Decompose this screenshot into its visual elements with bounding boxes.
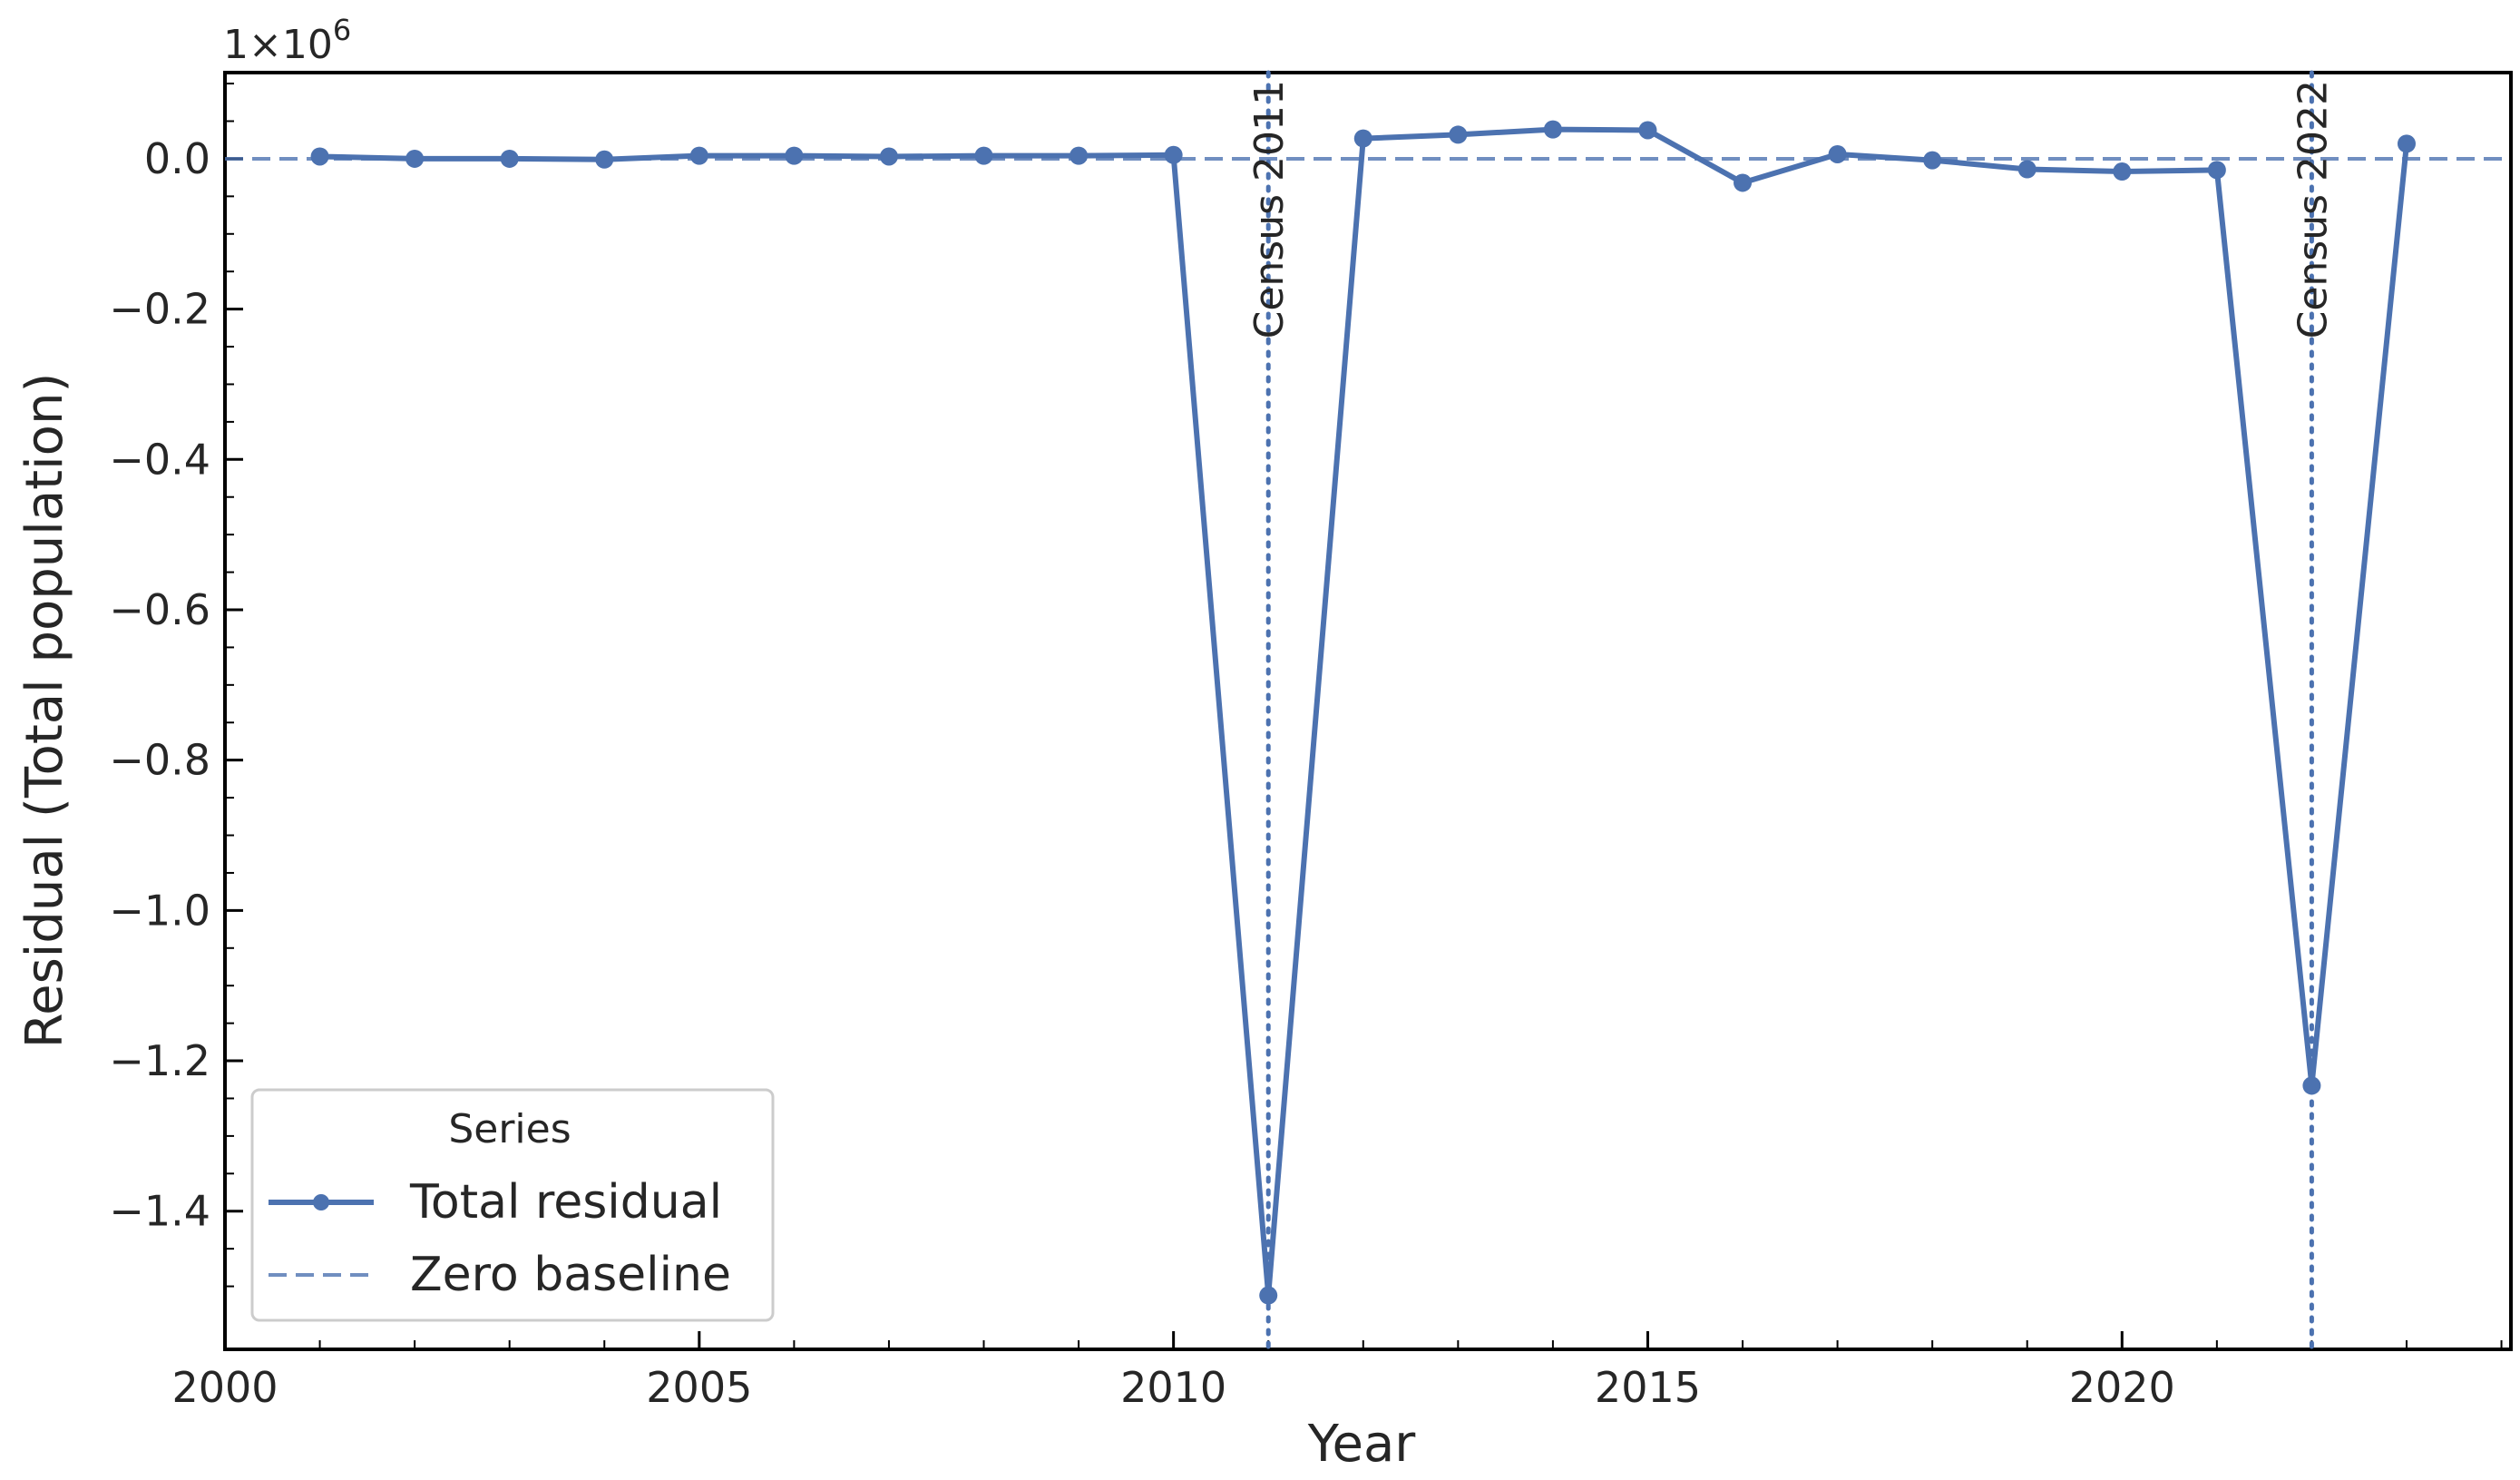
y-tick-label: −0.4 [109, 435, 210, 484]
y-tick-label: −1.0 [109, 886, 210, 935]
y-axis-label: Residual (Total population) [15, 373, 74, 1049]
total-residual-series [310, 120, 2416, 1305]
y-tick-label: 0.0 [144, 134, 210, 183]
x-axis-label: Year [1307, 1415, 1417, 1474]
data-point [785, 146, 804, 165]
y-offset-label: 1×106 [223, 13, 351, 68]
legend-box [250, 1088, 775, 1322]
legend-label-zero-baseline: Zero baseline [410, 1248, 731, 1302]
legend-marker-total-residual [313, 1194, 329, 1210]
data-point [1449, 125, 1468, 144]
y-tick-label: −1.2 [109, 1036, 210, 1085]
y-tick-label: −0.6 [109, 585, 210, 634]
data-point [1164, 145, 1183, 164]
data-point [2207, 161, 2226, 180]
legend-title: Series [448, 1106, 571, 1152]
data-point [1638, 121, 1657, 140]
data-point [595, 150, 614, 169]
x-tick-label: 2020 [2069, 1363, 2175, 1412]
x-tick-label: 2010 [1120, 1363, 1226, 1412]
data-point [2113, 162, 2132, 181]
data-point [974, 146, 993, 165]
data-point [1353, 129, 1372, 148]
legend: Series Total residual Zero baseline [250, 1088, 775, 1322]
axis-ticks: 2000 2005 2010 2015 2020 0.0 −0.2 −0.4 −0.6 −0.8 −… [109, 83, 2503, 1412]
census-marker-label: Census 2011 [1246, 80, 1293, 338]
y-tick-label: −0.2 [109, 285, 210, 334]
legend-label-total-residual: Total residual [409, 1175, 722, 1230]
census-annotations: Census 2011 Census 2022 [1246, 70, 2336, 1352]
x-tick-label: 2015 [1595, 1363, 1701, 1412]
data-point [1828, 144, 1847, 163]
x-tick-label: 2005 [646, 1363, 752, 1412]
data-point [1923, 151, 1942, 170]
data-point [1734, 173, 1753, 192]
y-tick-label: −1.4 [109, 1187, 210, 1236]
data-point [2397, 134, 2416, 153]
data-point [879, 147, 898, 166]
data-point [1543, 120, 1562, 139]
data-point [405, 149, 425, 168]
data-point [310, 147, 329, 166]
data-point [500, 149, 519, 168]
data-point [2302, 1076, 2321, 1095]
census-marker-label: Census 2022 [2290, 80, 2336, 338]
x-tick-label: 2000 [171, 1363, 278, 1412]
data-point [2017, 160, 2037, 179]
data-point [689, 146, 708, 165]
data-point [1259, 1286, 1278, 1305]
y-tick-label: −0.8 [109, 736, 210, 785]
data-point [1070, 146, 1089, 165]
